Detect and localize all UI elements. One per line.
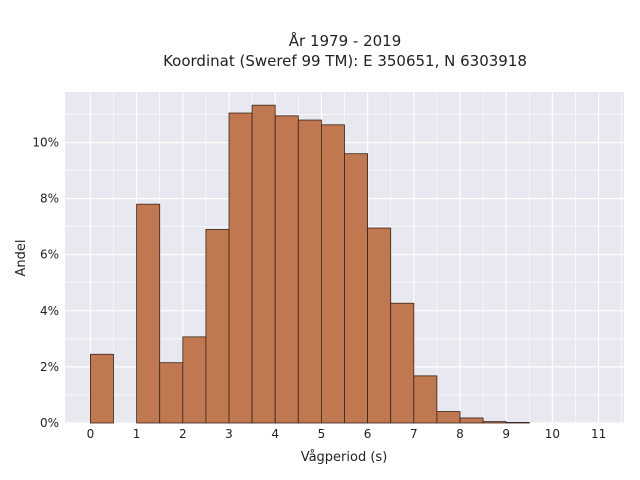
chart-title-line-2: Koordinat (Sweref 99 TM): E 350651, N 63…: [163, 52, 527, 70]
histogram-bar: [436, 411, 461, 424]
x-tick-label: 10: [545, 427, 560, 441]
histogram-bar: [136, 203, 161, 424]
y-tick-label: 6%: [40, 248, 59, 262]
histogram-bar: [482, 421, 507, 424]
histogram-bar: [413, 375, 438, 424]
histogram-bar: [182, 336, 207, 424]
histogram-bar: [505, 422, 530, 424]
y-tick-label: 2%: [40, 360, 59, 374]
y-tick-label: 8%: [40, 192, 59, 206]
x-tick-label: 4: [271, 427, 279, 441]
chart-title-line-1: År 1979 - 2019: [289, 31, 402, 50]
x-tick-label: 5: [318, 427, 326, 441]
x-tick-label: 7: [410, 427, 418, 441]
histogram-bar: [367, 227, 392, 424]
histogram-bar: [159, 362, 184, 424]
x-tick-label: 3: [225, 427, 233, 441]
x-tick-label: 0: [87, 427, 95, 441]
x-tick-label: 2: [179, 427, 187, 441]
histogram-bar: [90, 353, 114, 424]
bars: [90, 104, 530, 424]
x-tick-label: 9: [502, 427, 510, 441]
histogram-bar: [228, 112, 253, 424]
y-axis-label: Andel: [14, 240, 29, 277]
x-tick-label: 1: [133, 427, 141, 441]
y-tick-label: 10%: [32, 135, 59, 149]
y-axis-ticks: 0% 2% 4% 6% 8% 10%: [32, 135, 59, 430]
histogram-bar: [297, 119, 322, 424]
histogram-bar: [321, 124, 345, 424]
histogram-bar: [251, 104, 276, 424]
histogram-bar: [459, 417, 484, 424]
histogram-bar: [205, 229, 230, 424]
x-tick-label: 6: [364, 427, 372, 441]
histogram-bar: [274, 115, 299, 424]
x-axis-ticks: 0 1 2 3 4 5 6 7 8 9 10 11: [87, 427, 607, 441]
histogram-bar: [390, 302, 415, 424]
histogram-bar: [344, 153, 368, 424]
y-tick-label: 4%: [40, 304, 59, 318]
x-tick-label: 11: [591, 427, 606, 441]
x-axis-label: Vågperiod (s): [301, 450, 388, 465]
x-tick-label: 8: [456, 427, 464, 441]
y-tick-label: 0%: [40, 416, 59, 430]
